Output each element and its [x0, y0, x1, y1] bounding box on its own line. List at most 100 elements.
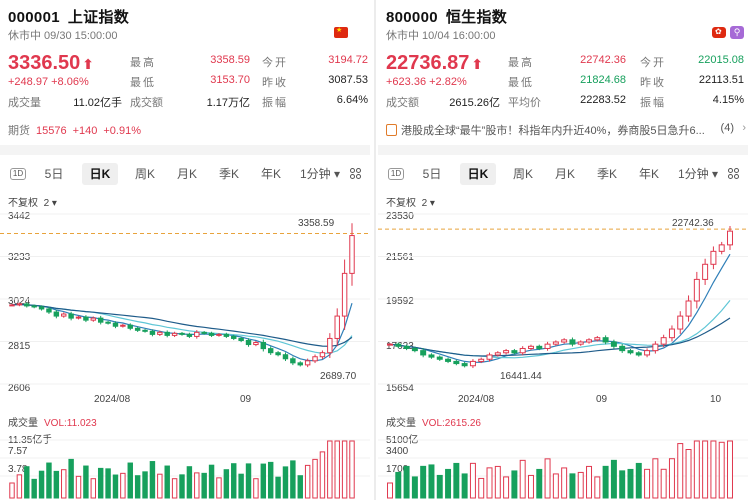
- adjust-selector[interactable]: 不复权 2 ▾: [8, 198, 57, 209]
- volume-bar: [142, 471, 148, 499]
- candle-body: [304, 360, 311, 366]
- china-flag-icon: [334, 26, 348, 38]
- candle-body: [275, 352, 281, 356]
- volume-bar: [341, 440, 348, 499]
- candle-body: [627, 350, 634, 354]
- stat-value-prev-close: 3087.53: [328, 74, 368, 86]
- candle-body: [253, 342, 259, 346]
- x-tick-0: 2024/08: [94, 394, 131, 405]
- volume-bar: [290, 460, 296, 499]
- candle-body: [395, 343, 402, 347]
- tab-1min[interactable]: 1分钟 ▾: [299, 167, 341, 181]
- volume-bar: [702, 440, 709, 499]
- grid-menu-icon[interactable]: [728, 168, 740, 180]
- candle-body: [16, 303, 23, 306]
- tab-monthly-k[interactable]: 月K: [554, 167, 575, 181]
- shortcut-icon[interactable]: ⚲: [730, 26, 744, 39]
- tab-1d-icon[interactable]: 1D: [10, 168, 26, 180]
- stat-label-amplitude: 振幅: [262, 97, 288, 109]
- stat-value-turnover: 2615.26亿: [449, 97, 500, 109]
- tab-1d-icon[interactable]: 1D: [388, 168, 404, 180]
- candle-body: [46, 308, 52, 313]
- volume-bar: [97, 467, 104, 499]
- stat-label-open: 今开: [262, 57, 288, 69]
- candle-body: [552, 341, 559, 345]
- volume-bar: [297, 475, 303, 499]
- tab-yearly-k[interactable]: 年K: [638, 167, 659, 181]
- volume-bar: [245, 463, 252, 499]
- volume-bar: [668, 458, 675, 499]
- stat-value-low: 3153.70: [210, 74, 250, 86]
- volume-bar: [718, 441, 725, 499]
- stat-value-high: 3358.59: [210, 54, 250, 66]
- tab-5day[interactable]: 5日: [422, 167, 442, 181]
- stat-label-low: 最低: [130, 77, 156, 89]
- volume-bar: [453, 462, 460, 499]
- candle-body: [297, 362, 303, 366]
- candle-body: [511, 350, 518, 354]
- candle-body: [61, 313, 67, 317]
- news-document-icon: [386, 124, 397, 136]
- tab-quarterly-k[interactable]: 季K: [218, 167, 239, 181]
- candle-body: [120, 324, 126, 327]
- tab-1min[interactable]: 1分钟 ▾: [677, 167, 719, 181]
- candle-body: [561, 339, 568, 343]
- futures-row[interactable]: 期货 15576 +140 +0.91%: [8, 122, 147, 138]
- candle-body: [660, 337, 667, 345]
- volume-bar: [201, 472, 207, 499]
- annotation-low: 16441.44: [500, 371, 542, 382]
- volume-bar: [267, 461, 274, 499]
- candle-body: [544, 343, 551, 349]
- volume-bar: [157, 473, 163, 499]
- adjust-selector[interactable]: 不复权 2 ▾: [386, 198, 435, 209]
- x-tick-1: 09: [240, 394, 252, 405]
- volume-bar: [68, 458, 74, 499]
- volume-bars: [378, 439, 748, 499]
- volume-header: 成交量 VOL:11.023: [8, 418, 97, 429]
- candle-body: [149, 330, 156, 335]
- vol-tick-1: 3400: [386, 446, 409, 457]
- stock-name: 恒生指数: [445, 9, 508, 26]
- chevron-right-icon: ›: [742, 122, 746, 134]
- grid-menu-icon[interactable]: [350, 168, 362, 180]
- news-headline: 港股成全球“最牛”股市！科指年内升近40%，券商股5日急升6...: [401, 125, 705, 137]
- stat-label-prev-close: 昨收: [640, 77, 666, 89]
- volume-bar: [46, 462, 52, 499]
- volume-bar: [282, 466, 289, 499]
- x-tick-2: 10: [710, 394, 722, 405]
- volume-bar: [260, 463, 267, 499]
- tab-quarterly-k[interactable]: 季K: [596, 167, 617, 181]
- x-tick-0: 2024/08: [458, 394, 495, 405]
- volume-bar: [112, 474, 119, 499]
- candle-body: [619, 345, 626, 352]
- candle-body: [403, 345, 410, 349]
- tab-yearly-k[interactable]: 年K: [260, 167, 281, 181]
- candle-body: [171, 332, 178, 336]
- candle-body: [503, 350, 510, 354]
- tab-5day[interactable]: 5日: [44, 167, 64, 181]
- stat-value-avg-price: 22283.52: [580, 94, 626, 106]
- vol-tick-2: 3.78: [8, 464, 28, 475]
- up-arrow-icon: ⬆: [82, 56, 95, 72]
- candle-body: [223, 333, 230, 337]
- volume-bar: [677, 443, 684, 499]
- stat-value-amplitude: 6.64%: [336, 94, 368, 106]
- tab-daily-k[interactable]: 日K: [460, 163, 496, 185]
- tab-daily-k[interactable]: 日K: [82, 163, 118, 185]
- annotation-high: 22742.36: [672, 218, 714, 229]
- volume-bar: [208, 464, 215, 499]
- volume-bar: [194, 472, 200, 499]
- volume-bar: [61, 469, 67, 499]
- candle-body: [461, 363, 468, 367]
- market-status: 休市中 09/30 15:00:00: [8, 30, 118, 42]
- volume-bar: [75, 475, 82, 499]
- volume-bar: [478, 477, 485, 499]
- news-ticker[interactable]: 港股成全球“最牛”股市！科指年内升近40%，券商股5日急升6... (4) ›: [386, 122, 748, 138]
- tab-weekly-k[interactable]: 周K: [512, 167, 533, 181]
- stat-label-turnover: 成交额: [130, 97, 163, 109]
- volume-bar: [552, 473, 559, 499]
- tab-monthly-k[interactable]: 月K: [176, 167, 197, 181]
- tab-weekly-k[interactable]: 周K: [134, 167, 155, 181]
- volume-bar: [38, 470, 45, 499]
- volume-bar: [387, 482, 393, 499]
